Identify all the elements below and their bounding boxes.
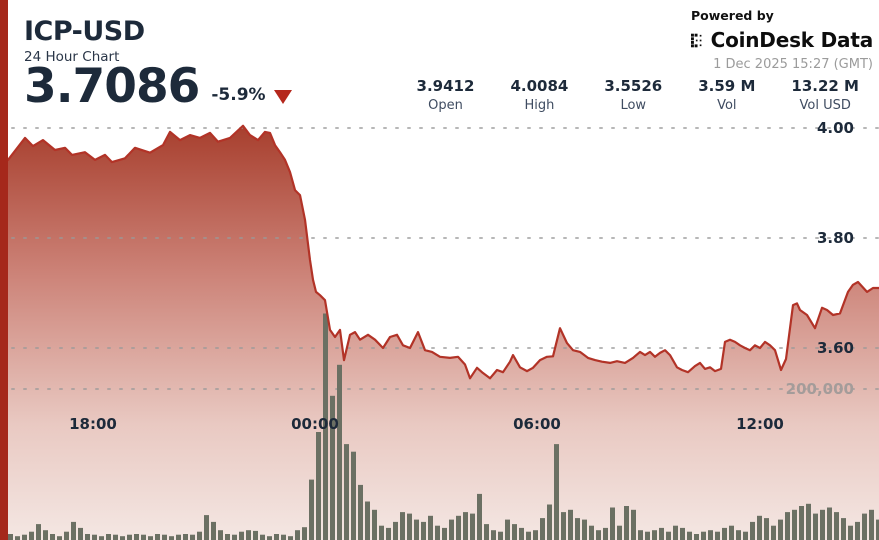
left-accent-bar bbox=[0, 0, 8, 540]
volume-bars bbox=[8, 313, 879, 540]
price-area-fill bbox=[8, 125, 879, 540]
price-line bbox=[6, 124, 879, 380]
dotted-gridlines bbox=[0, 127, 879, 390]
